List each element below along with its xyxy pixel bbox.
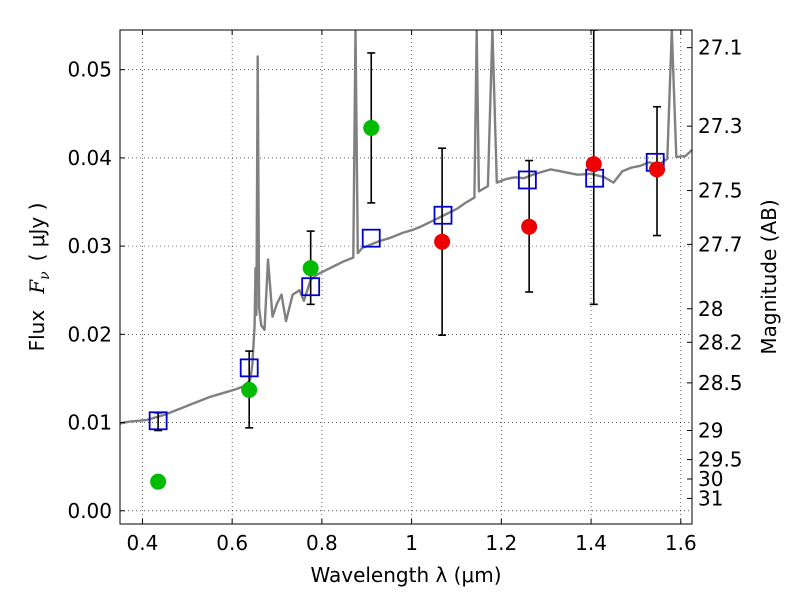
data-markers — [148, 119, 666, 490]
axis-ticks — [120, 30, 692, 524]
y2-tick-label: 30 — [698, 467, 723, 491]
observed-flux-marker — [585, 156, 602, 173]
model-flux-marker — [148, 411, 168, 431]
x-tick-labels: 0.4 0.6 0.8 1 1.2 1.4 1.6 — [127, 531, 697, 555]
model-flux-marker — [517, 170, 537, 190]
x-tick-label: 0.4 — [127, 531, 159, 555]
y2-tick-label: 29 — [698, 418, 723, 442]
y-tick-labels: 0.00 0.01 0.02 0.03 0.04 0.05 — [67, 58, 112, 523]
x-tick-label: 1 — [405, 531, 418, 555]
y2-tick-label: 27.1 — [698, 36, 743, 60]
y2-axis-label: Magnitude (AB) — [757, 199, 781, 354]
model-flux-marker — [239, 358, 259, 378]
observed-flux-marker — [521, 218, 538, 235]
observed-flux-marker — [649, 161, 666, 178]
y2-tick-label: 27.5 — [698, 179, 743, 203]
y-tick-label: 0.02 — [67, 322, 112, 346]
plot-background — [120, 30, 692, 524]
y2-tick-label: 28.5 — [698, 371, 743, 395]
y-tick-label: 0.00 — [67, 499, 112, 523]
model-flux-marker — [433, 205, 453, 225]
x-tick-label: 0.6 — [216, 531, 248, 555]
observed-flux-marker — [241, 381, 258, 398]
y-axis-label: FluxFν( μJy ) — [25, 203, 53, 352]
y2-tick-label: 28.2 — [698, 330, 743, 354]
x-tick-label: 1.2 — [485, 531, 517, 555]
plot-frame — [119, 29, 693, 525]
observed-flux-marker — [150, 473, 167, 490]
y-tick-label: 0.01 — [67, 411, 112, 435]
y-tick-label: 0.05 — [67, 58, 112, 82]
y-tick-label: 0.03 — [67, 234, 112, 258]
x-tick-label: 1.6 — [665, 531, 697, 555]
model-spectrum-line — [120, 30, 692, 425]
x-tick-label: 0.8 — [306, 531, 338, 555]
y2-tick-label: 27.7 — [698, 232, 743, 256]
model-flux-marker — [301, 277, 321, 297]
plot-area — [120, 30, 692, 490]
y2-tick-label: 29.5 — [698, 448, 743, 472]
model-flux-marker — [361, 228, 381, 248]
y2-tick-label: 28 — [698, 297, 723, 321]
y-tick-label: 0.04 — [67, 146, 112, 170]
observed-flux-marker — [434, 233, 451, 250]
y2-tick-label: 27.3 — [698, 114, 743, 138]
observed-flux-marker — [302, 260, 319, 277]
x-axis-label: Wavelength λ (μm) — [310, 563, 501, 587]
x-tick-label: 1.4 — [575, 531, 607, 555]
observed-flux-marker — [363, 119, 380, 136]
y2-tick-label: 31 — [698, 486, 723, 510]
